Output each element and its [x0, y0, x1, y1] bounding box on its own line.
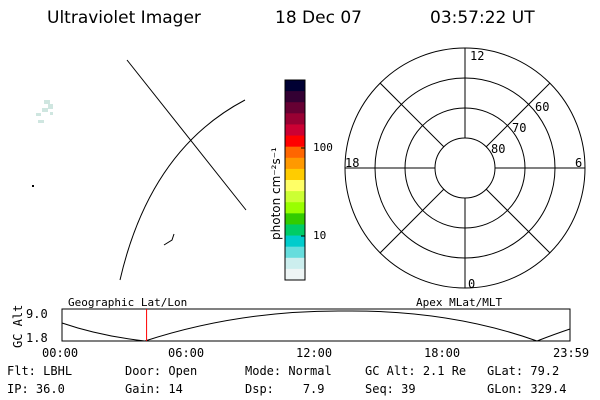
orbit-altitude-curve — [61, 310, 571, 342]
time-label: 03:57:22 UT — [430, 8, 535, 28]
status-seq: Seq: 39 — [365, 382, 416, 396]
time-tick-1200: 12:00 — [296, 346, 332, 360]
colorbar-swatch — [285, 235, 305, 248]
status-door: Door: Open — [125, 364, 197, 378]
colorbar-swatch — [285, 191, 305, 203]
polar-spoke-diag3 — [485, 82, 551, 148]
mlat-label-70: 70 — [512, 121, 526, 135]
mode-value: Normal — [288, 364, 332, 378]
status-gain: Gain: 14 — [125, 382, 183, 396]
filter-value: LBHL — [43, 364, 73, 378]
instrument-title: Ultraviolet Imager — [47, 8, 201, 28]
colorbar-swatch — [285, 180, 305, 192]
colorbar-swatch — [285, 168, 305, 181]
colorbar-unit-label: photon cm⁻²s⁻¹ — [269, 147, 283, 240]
polar-spoke-diag1 — [379, 82, 445, 148]
dsp-value: 7.9 — [302, 382, 325, 396]
glat-value: 79.2 — [530, 364, 560, 378]
time-tick-1800: 18:00 — [424, 346, 460, 360]
colorbar-frame — [284, 79, 306, 281]
polar-grid — [344, 47, 586, 289]
gc-alt-value: 2.1 Re — [422, 364, 467, 378]
colorbar-tick-100: 100 — [313, 141, 333, 154]
filter-key: Flt: — [7, 364, 36, 378]
altitude-plot-frame — [61, 308, 571, 342]
map-coast-fragment — [163, 233, 175, 246]
alt-tick-9: 9.0 — [26, 307, 48, 321]
glon-key: GLon: — [487, 382, 524, 396]
uv-image-panel — [32, 59, 247, 281]
gain-key: Gain: — [125, 382, 162, 396]
status-mode: Mode: Normal — [245, 364, 332, 378]
colorbar-swatch — [285, 213, 305, 225]
time-tick-0600: 06:00 — [168, 346, 204, 360]
colorbar-swatch — [285, 246, 305, 259]
colorbar-swatch — [285, 202, 305, 214]
colorbar-swatch — [285, 135, 305, 148]
status-glat: GLat: 79.2 — [487, 364, 559, 378]
colorbar-swatch — [285, 80, 305, 92]
status-gc-alt: GC Alt: 2.1 Re — [365, 364, 466, 378]
mlat-label-80: 80 — [491, 142, 505, 156]
mlt-label-0: 0 — [468, 277, 475, 291]
door-key: Door: — [125, 364, 162, 378]
colorbar-swatch — [285, 157, 305, 170]
glat-key: GLat: — [487, 364, 524, 378]
status-filter: Flt: LBHL — [7, 364, 72, 378]
door-value: Open — [168, 364, 198, 378]
image-dot — [32, 185, 34, 187]
time-tick-2359: 23:59 — [553, 346, 589, 360]
apex-coord-label: Apex MLat/MLT — [416, 296, 502, 309]
mlt-label-18: 18 — [345, 156, 359, 170]
glon-value: 329.4 — [530, 382, 567, 396]
ip-value: 36.0 — [35, 382, 65, 396]
colorbar-swatch — [285, 257, 305, 270]
geographic-coord-label: Geographic Lat/Lon — [68, 296, 187, 309]
colorbar-swatch — [285, 91, 305, 103]
seq-value: 39 — [401, 382, 416, 396]
polar-labels: 12 18 6 0 60 70 80 — [345, 49, 582, 291]
status-glon: GLon: 329.4 — [487, 382, 566, 396]
colorbar-swatch — [285, 102, 305, 114]
mode-key: Mode: — [245, 364, 282, 378]
dsp-key: Dsp: — [245, 382, 274, 396]
colorbar-swatch — [285, 268, 305, 281]
colorbar-swatch — [285, 146, 305, 159]
colorbar-swatch — [285, 224, 305, 237]
alt-tick-1-8: 1.8 — [26, 331, 48, 345]
map-latitude-arc — [119, 99, 246, 281]
colorbar-swatch — [285, 113, 305, 125]
map-meridian-line — [126, 59, 247, 211]
gain-value: 14 — [168, 382, 183, 396]
time-tick-0000: 00:00 — [42, 346, 78, 360]
colorbar-tick-10: 10 — [313, 229, 326, 242]
colorbar-swatch — [285, 124, 305, 137]
gc-alt-axis-title: GC Alt — [11, 305, 25, 348]
ip-key: IP: — [7, 382, 29, 396]
time-axis-ticks: 00:00 06:00 12:00 18:00 23:59 — [42, 346, 589, 360]
polar-spoke-diag2 — [485, 188, 551, 254]
date-label: 18 Dec 07 — [275, 8, 362, 28]
status-dsp: Dsp: 7.9 — [245, 382, 325, 396]
mlt-label-12: 12 — [470, 49, 484, 63]
polar-spoke-diag4 — [379, 188, 445, 254]
mlat-label-60: 60 — [535, 100, 549, 114]
seq-key: Seq: — [365, 382, 394, 396]
color-scale-bar — [284, 79, 306, 281]
altitude-strip: GC Alt 9.0 1.8 Geographic Lat/Lon Apex M… — [11, 296, 589, 360]
mlt-label-6: 6 — [575, 156, 582, 170]
status-ip: IP: 36.0 — [7, 382, 65, 396]
gc-alt-key: GC Alt: — [365, 364, 416, 378]
auroral-speckle — [36, 100, 53, 123]
